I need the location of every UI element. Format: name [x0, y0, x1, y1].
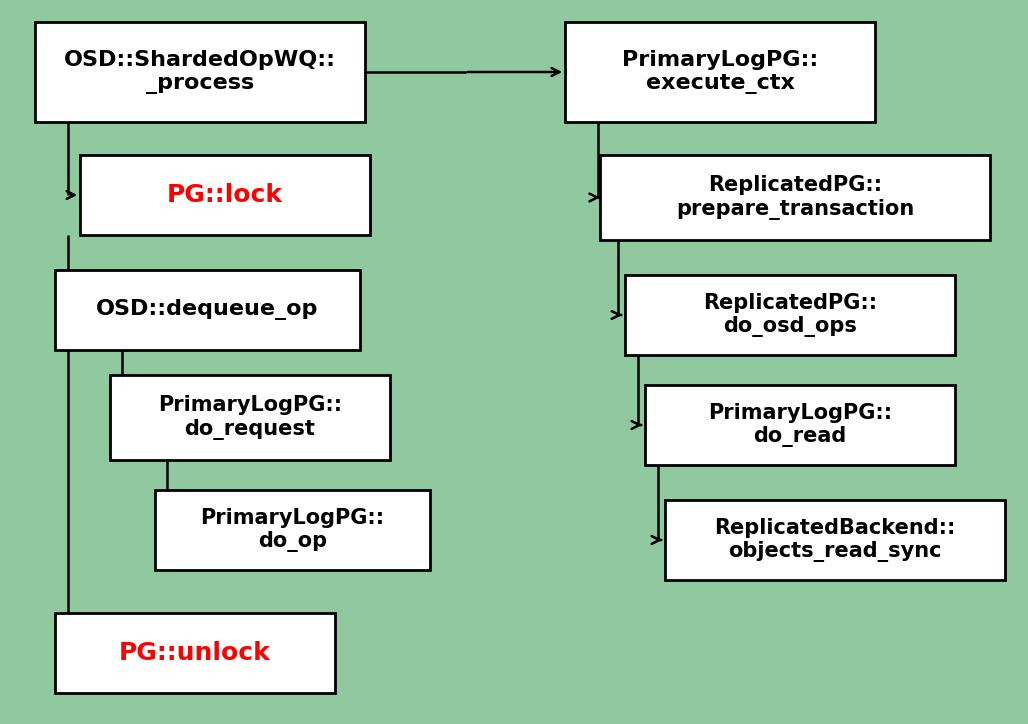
Text: ReplicatedPG::
do_osd_ops: ReplicatedPG:: do_osd_ops — [703, 293, 877, 337]
Bar — [155, 490, 430, 570]
Bar — [56, 270, 360, 350]
Bar — [645, 385, 955, 465]
Bar — [110, 375, 390, 460]
Bar — [565, 22, 875, 122]
Text: PG::lock: PG::lock — [167, 183, 283, 207]
Text: PrimaryLogPG::
do_read: PrimaryLogPG:: do_read — [708, 403, 892, 447]
Bar — [80, 155, 370, 235]
Bar — [56, 613, 335, 693]
Bar — [625, 275, 955, 355]
Bar — [665, 500, 1005, 580]
Bar — [35, 22, 365, 122]
Text: ReplicatedPG::
prepare_transaction: ReplicatedPG:: prepare_transaction — [675, 175, 914, 219]
Text: PG::unlock: PG::unlock — [119, 641, 270, 665]
Text: OSD::ShardedOpWQ::
_process: OSD::ShardedOpWQ:: _process — [64, 50, 336, 94]
Bar — [600, 155, 990, 240]
Text: PrimaryLogPG::
do_op: PrimaryLogPG:: do_op — [200, 508, 384, 552]
Text: PrimaryLogPG::
execute_ctx: PrimaryLogPG:: execute_ctx — [622, 50, 818, 94]
Text: ReplicatedBackend::
objects_read_sync: ReplicatedBackend:: objects_read_sync — [714, 518, 956, 562]
Text: OSD::dequeue_op: OSD::dequeue_op — [97, 300, 319, 321]
Text: PrimaryLogPG::
do_request: PrimaryLogPG:: do_request — [158, 395, 342, 439]
